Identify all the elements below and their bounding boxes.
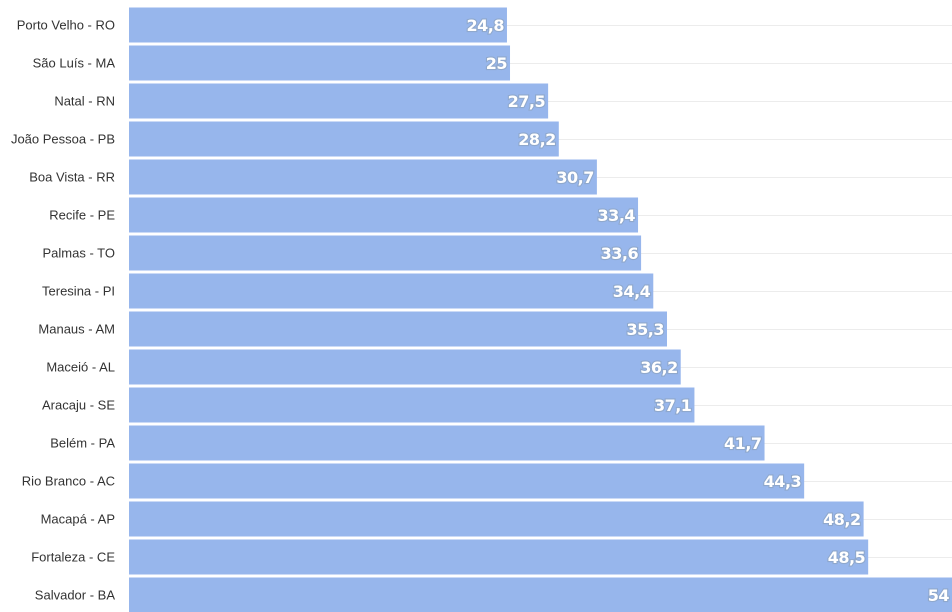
category-label: Belém - PA [50, 436, 115, 451]
category-label: Boa Vista - RR [29, 170, 115, 185]
category-label: Aracaju - SE [42, 398, 115, 413]
category-label: São Luís - MA [33, 56, 116, 71]
value-label: 48,2 [823, 510, 860, 529]
category-label: Manaus - AM [38, 322, 115, 337]
value-label: 24,8 [466, 16, 504, 35]
value-label: 33,4 [598, 206, 636, 225]
bar [129, 349, 681, 385]
value-label: 37,1 [654, 396, 692, 415]
value-label: 33,6 [601, 244, 639, 263]
category-label: Porto Velho - RO [17, 18, 115, 33]
category-label: Maceió - AL [46, 360, 115, 375]
bar [129, 539, 869, 575]
value-label: 48,5 [828, 548, 866, 567]
value-label: 44,3 [764, 472, 801, 491]
value-label: 36,2 [640, 358, 677, 377]
bar [129, 45, 511, 81]
category-label: Palmas - TO [43, 246, 115, 261]
bar [129, 197, 639, 233]
category-label: João Pessoa - PB [11, 132, 115, 147]
bar [129, 463, 805, 499]
category-label: Recife - PE [49, 208, 115, 223]
value-label: 28,2 [518, 130, 555, 149]
bar [129, 311, 667, 347]
bar [129, 235, 642, 271]
value-label: 25 [486, 54, 508, 73]
bar [129, 425, 765, 461]
category-labels: Porto Velho - RO São Luís - MA Natal - RN J… [11, 18, 115, 603]
value-label: 41,7 [724, 434, 761, 453]
bar [129, 501, 864, 537]
bar [129, 83, 549, 119]
category-label: Salvador - BA [35, 588, 116, 603]
bar [129, 121, 559, 157]
value-label: 27,5 [508, 92, 546, 111]
category-label: Macapá - AP [41, 512, 115, 527]
bar [129, 387, 695, 423]
value-label: 30,7 [556, 168, 593, 187]
value-label: 35,3 [627, 320, 664, 339]
value-label: 34,4 [613, 282, 651, 301]
bar [129, 7, 507, 43]
bar [129, 273, 654, 309]
category-label: Teresina - PI [42, 284, 115, 299]
value-label: 54 [928, 586, 950, 605]
category-label: Natal - RN [54, 94, 115, 109]
bar [129, 577, 952, 612]
category-label: Fortaleza - CE [31, 550, 115, 565]
category-label: Rio Branco - AC [22, 474, 115, 489]
bar [129, 159, 597, 195]
bars [129, 7, 952, 612]
